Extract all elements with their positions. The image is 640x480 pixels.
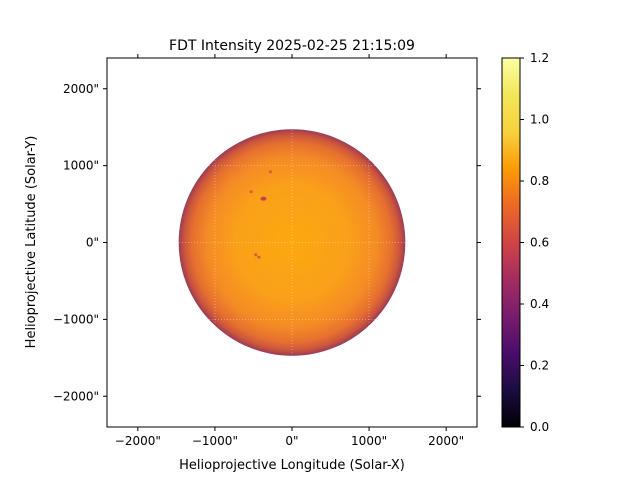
solar-disk [178,129,406,356]
x-tick-label: −1000" [192,434,238,448]
colorbar-tick-label: 0.0 [530,420,549,434]
colorbar-tick-label: 0.4 [530,297,549,311]
x-tick-label: 0" [285,434,298,448]
colorbar-tick-label: 1.2 [530,51,549,65]
y-tick-label: 1000" [63,159,99,173]
colorbar-tick-label: 0.6 [530,236,549,250]
x-axis-label: Helioprojective Longitude (Solar-X) [179,458,405,473]
x-axis: −2000" −1000" 0" 1000" 2000" [115,54,464,448]
y-tick-label: −1000" [53,312,99,326]
y-tick-label: −2000" [53,389,99,403]
sunspot-3 [254,253,258,257]
x-tick-label: −2000" [115,434,161,448]
colorbar-tick-label: 0.8 [530,174,549,188]
sunspot-5 [268,170,273,174]
sunspot-2 [249,190,253,194]
y-tick-label: 0" [86,236,99,250]
colorbar-tick-label: 1.0 [530,113,549,127]
colorbar-ticks: 0.0 0.2 0.4 0.6 0.8 1.0 1.2 [520,51,549,434]
y-tick-label: 2000" [63,82,99,96]
x-tick-label: 1000" [351,434,387,448]
y-axis: −2000" −1000" 0" 1000" 2000" [53,82,481,403]
plot-area [107,58,477,427]
x-tick-label: 2000" [428,434,464,448]
y-axis-label: Helioprojective Latitude (Solar-Y) [24,136,39,349]
sunspot-1 [260,196,267,201]
chart-title: FDT Intensity 2025-02-25 21:15:09 [169,38,415,54]
sunspot-4 [257,255,261,259]
colorbar [501,57,521,428]
colorbar-tick-label: 0.2 [530,359,549,373]
